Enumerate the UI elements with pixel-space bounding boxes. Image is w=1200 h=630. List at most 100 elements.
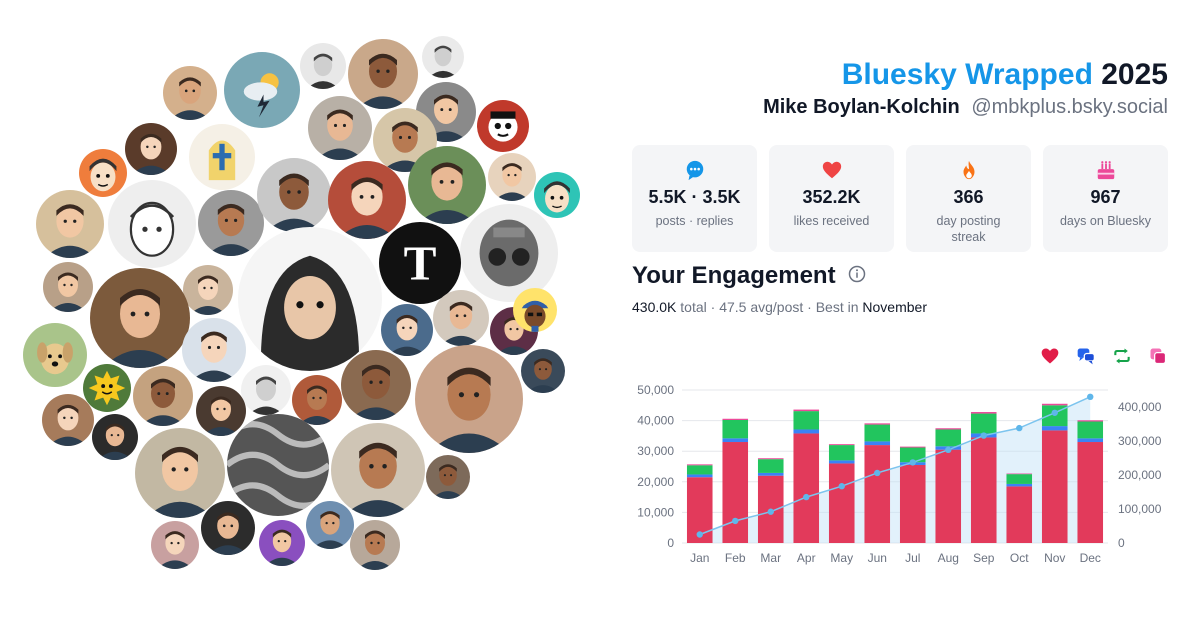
repost-icon[interactable] — [1112, 346, 1132, 366]
avatar[interactable] — [257, 158, 331, 232]
bar-segment — [757, 459, 784, 473]
bar-segment — [1041, 430, 1068, 543]
avatar[interactable] — [201, 501, 255, 555]
y-tick-label: 40,000 — [637, 414, 674, 428]
avatar[interactable] — [125, 123, 177, 175]
y-tick-label: 30,000 — [637, 444, 674, 458]
avatar[interactable] — [92, 414, 138, 460]
bar-segment — [864, 423, 891, 425]
x-tick-label: Apr — [797, 551, 816, 565]
avatar[interactable] — [79, 149, 127, 197]
user-identity: Mike Boylan-Kolchin @mbkplus.bsky.social — [763, 96, 1168, 119]
avatar[interactable] — [133, 366, 193, 426]
avatar[interactable] — [183, 265, 233, 315]
bar-segment — [1077, 421, 1104, 439]
avatar[interactable] — [198, 190, 264, 256]
avatar[interactable] — [328, 161, 406, 239]
user-name: Mike Boylan-Kolchin — [763, 96, 960, 118]
reply-icon[interactable] — [1076, 346, 1096, 366]
avatar[interactable] — [224, 52, 300, 128]
avatar[interactable] — [306, 501, 354, 549]
engagement-total: 430.0K — [632, 299, 677, 315]
avatar[interactable] — [477, 100, 529, 152]
avatar[interactable] — [151, 521, 199, 569]
avatar[interactable] — [36, 190, 104, 258]
avatar[interactable] — [42, 394, 94, 446]
avatar[interactable] — [308, 96, 372, 160]
bar-segment — [828, 460, 855, 464]
engagement-chart: 0 10,000 20,000 30,000 40,000 50,000 0 100,000 2… — [637, 383, 1162, 565]
bar-segment — [970, 412, 997, 414]
bar-segment — [864, 424, 891, 442]
avatar[interactable] — [238, 227, 382, 371]
quote-icon[interactable] — [1148, 346, 1168, 366]
y2-tick-label: 0 — [1118, 536, 1125, 550]
avatar[interactable] — [163, 66, 217, 120]
user-handle: @mbkplus.bsky.social — [971, 96, 1168, 118]
bar-segment — [1077, 438, 1104, 443]
avatar[interactable] — [83, 364, 131, 412]
avatar[interactable] — [259, 520, 305, 566]
avatar[interactable] — [381, 304, 433, 356]
cumulative-point — [1087, 393, 1094, 400]
avatar[interactable] — [460, 204, 558, 302]
bar-segment — [864, 441, 891, 446]
x-tick-label: Sep — [973, 551, 995, 565]
avatar[interactable] — [300, 43, 346, 89]
x-tick-label: Jul — [905, 551, 920, 565]
avatar[interactable] — [196, 386, 246, 436]
y-tick-label: 10,000 — [637, 505, 674, 519]
avatar[interactable] — [292, 375, 342, 425]
avatar[interactable] — [348, 39, 418, 109]
bar-segment — [722, 419, 749, 439]
bar-segment — [864, 445, 891, 543]
x-tick-label: Feb — [725, 551, 746, 565]
avatar[interactable] — [43, 262, 93, 312]
info-icon[interactable] — [848, 262, 866, 290]
avatar[interactable] — [415, 345, 523, 453]
bar-segment — [757, 458, 784, 460]
stat-label: day posting streak — [936, 214, 1001, 244]
avatar[interactable] — [513, 288, 557, 332]
avatar[interactable] — [408, 146, 486, 224]
x-tick-label: Dec — [1080, 551, 1101, 565]
cumulative-point — [732, 517, 739, 525]
bar-segment — [935, 428, 962, 430]
avatar[interactable] — [521, 349, 565, 393]
avatar[interactable] — [534, 172, 580, 218]
chart-legend — [1040, 346, 1168, 366]
avatar[interactable] — [23, 323, 87, 387]
y2-tick-label: 400,000 — [1118, 400, 1162, 414]
stat-card-days: 967 days on Bluesky — [1043, 145, 1168, 252]
avatar[interactable] — [227, 414, 329, 516]
avatar[interactable] — [426, 455, 470, 499]
avatar[interactable] — [422, 36, 464, 78]
avatar[interactable] — [331, 423, 425, 517]
avatar[interactable]: T — [379, 222, 461, 304]
bar-segment — [899, 447, 926, 463]
avatar[interactable] — [341, 350, 411, 420]
avatar[interactable] — [108, 180, 196, 268]
avatar[interactable] — [241, 365, 291, 415]
stat-value: 352.2K — [802, 187, 861, 207]
y2-tick-label: 100,000 — [1118, 502, 1162, 516]
avatar[interactable] — [135, 428, 225, 518]
heart-icon[interactable] — [1040, 346, 1060, 366]
avatar[interactable] — [350, 520, 400, 570]
avatar[interactable] — [182, 318, 246, 382]
avatar[interactable] — [488, 153, 536, 201]
bar-segment — [722, 418, 749, 420]
y-tick-label: 20,000 — [637, 475, 674, 489]
avatar[interactable] — [90, 268, 190, 368]
bar-segment — [1041, 403, 1068, 406]
stat-label: days on Bluesky — [1059, 214, 1152, 228]
page-title: Bluesky Wrapped 2025 — [842, 58, 1168, 92]
avatar[interactable] — [433, 290, 489, 346]
cumulative-point — [909, 459, 916, 466]
cumulative-point — [803, 493, 810, 501]
stat-card-streak: 366 day posting streak — [906, 145, 1031, 252]
bar-segment — [686, 465, 713, 475]
stat-label: posts · replies — [655, 214, 734, 228]
x-tick-label: Jun — [868, 551, 887, 565]
avatar[interactable] — [189, 124, 255, 190]
